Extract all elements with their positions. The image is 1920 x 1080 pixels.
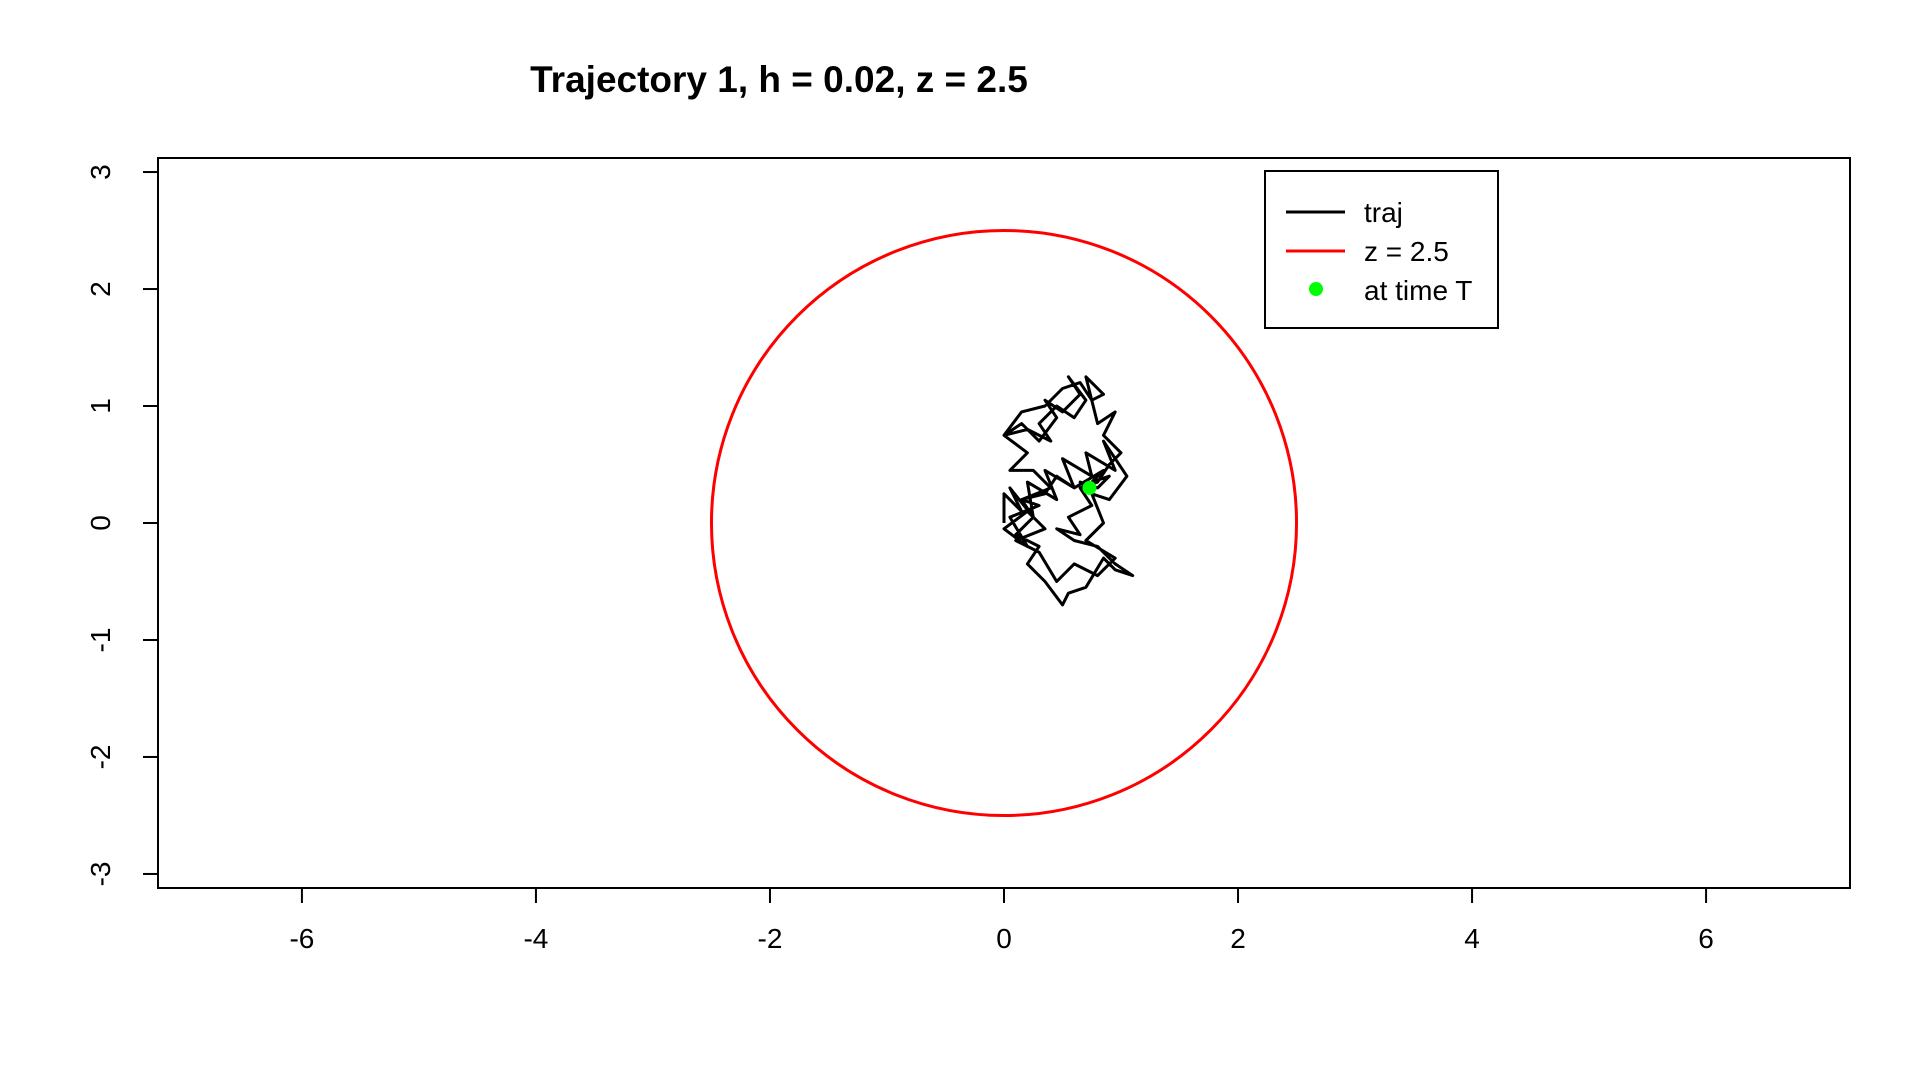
- y-tick-label: 2: [85, 281, 116, 297]
- x-axis: -6 -4 -2 0 2 4 6: [289, 887, 1714, 954]
- plot-area: [709, 228, 1299, 818]
- x-tick-label: 6: [1698, 923, 1714, 954]
- y-tick-label: 1: [85, 398, 116, 414]
- radius-circle: [709, 228, 1299, 818]
- legend-point-label: at time T: [1364, 275, 1472, 306]
- y-axis: -3 -2 -1 0 1 2 3: [85, 164, 159, 887]
- legend-point-swatch: [1309, 282, 1323, 296]
- y-tick-label: -1: [85, 628, 116, 653]
- trajectory-line: [1002, 375, 1135, 607]
- x-tick-label: -6: [289, 923, 314, 954]
- end-point-marker: [1082, 480, 1097, 495]
- legend: traj z = 2.5 at time T: [1264, 170, 1499, 329]
- x-tick-label: -4: [523, 923, 548, 954]
- y-tick-label: -3: [85, 862, 116, 887]
- x-tick-label: 4: [1464, 923, 1480, 954]
- x-tick-label: 2: [1230, 923, 1246, 954]
- legend-traj-label: traj: [1364, 197, 1403, 228]
- y-tick-label: 3: [85, 164, 116, 180]
- legend-box: [1264, 170, 1499, 329]
- y-tick-label: -2: [85, 745, 116, 770]
- x-tick-label: 0: [996, 923, 1012, 954]
- chart-title: Trajectory 1, h = 0.02, z = 2.5: [530, 59, 1028, 100]
- y-tick-label: 0: [85, 515, 116, 531]
- plot-frame: [157, 157, 1851, 889]
- x-tick-label: -2: [758, 923, 783, 954]
- legend-circle-label: z = 2.5: [1364, 236, 1449, 267]
